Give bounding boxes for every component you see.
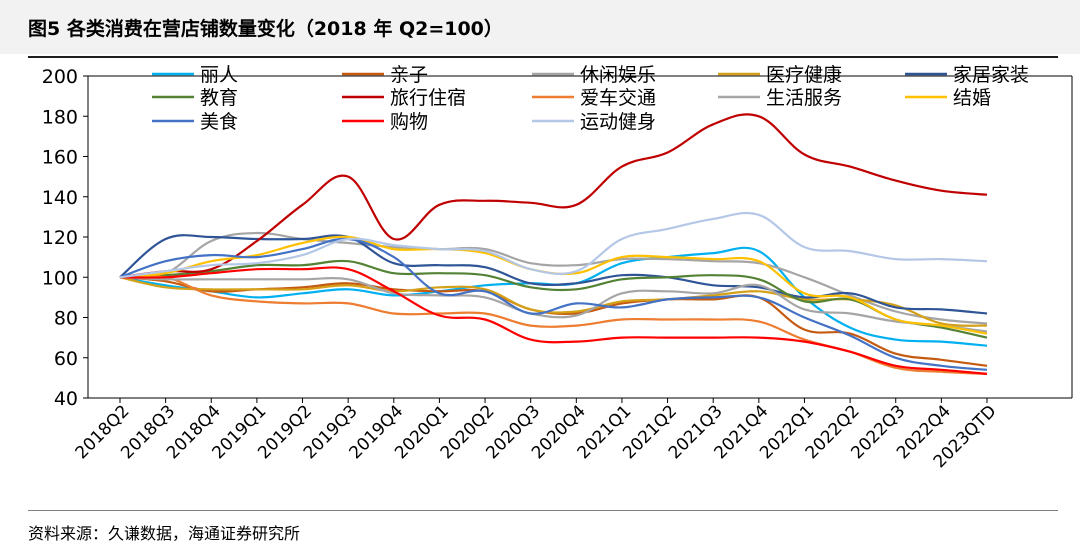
legend-label: 爱车交通 (580, 87, 656, 109)
legend-item: 旅行住宿 (342, 87, 466, 109)
y-tick-label: 120 (42, 227, 78, 249)
legend-label: 结婚 (953, 87, 991, 109)
legend-item: 运动健身 (532, 111, 656, 133)
footer-rule (28, 510, 1058, 511)
legend-label: 教育 (200, 87, 238, 109)
legend-item: 购物 (342, 111, 428, 133)
legend-item: 医疗健康 (718, 64, 842, 86)
y-tick-label: 60 (54, 348, 78, 370)
y-tick-label: 100 (42, 267, 78, 289)
axes: 4060801001201401601802002018Q22018Q32018… (42, 66, 1073, 472)
y-tick-label: 160 (42, 147, 78, 169)
series-line-5 (119, 259, 988, 339)
series-line-0 (119, 246, 988, 347)
series-line-6 (119, 113, 988, 279)
title-underline (28, 56, 1058, 58)
legend-item: 休闲娱乐 (532, 64, 656, 86)
legend-item: 亲子 (342, 64, 428, 86)
title-bar (0, 0, 1080, 54)
series-line-11 (119, 266, 988, 375)
series-line-8 (119, 276, 988, 333)
legend-label: 医疗健康 (766, 64, 842, 86)
legend-label: 旅行住宿 (390, 87, 466, 109)
legend-label: 美食 (200, 111, 238, 133)
legend-label: 亲子 (390, 64, 428, 86)
series-line-10 (119, 237, 988, 371)
source-note: 资料来源：久谦数据，海通证券研究所 (28, 524, 301, 543)
series-line-12 (119, 211, 988, 279)
y-tick-label: 40 (54, 388, 78, 410)
y-tick-label: 80 (54, 308, 78, 330)
chart-title: 图5 各类消费在营店铺数量变化（2018 年 Q2=100） (28, 18, 503, 40)
y-tick-label: 200 (42, 66, 78, 88)
series-lines (119, 113, 988, 375)
legend-item: 家居家装 (905, 64, 1029, 86)
legend-item: 美食 (152, 111, 238, 133)
line-chart: 4060801001201401601802002018Q22018Q32018… (42, 64, 1073, 472)
legend-label: 家居家装 (953, 64, 1029, 86)
legend-label: 休闲娱乐 (580, 64, 656, 86)
legend-label: 生活服务 (766, 87, 842, 109)
legend-label: 丽人 (200, 64, 238, 86)
legend-item: 教育 (152, 87, 238, 109)
legend-item: 结婚 (905, 87, 991, 109)
legend-item: 生活服务 (718, 87, 842, 109)
legend-label: 运动健身 (580, 111, 656, 133)
legend-item: 爱车交通 (532, 87, 656, 109)
legend-item: 丽人 (152, 64, 238, 86)
y-tick-label: 180 (42, 106, 78, 128)
legend-label: 购物 (390, 111, 428, 133)
y-tick-label: 140 (42, 187, 78, 209)
